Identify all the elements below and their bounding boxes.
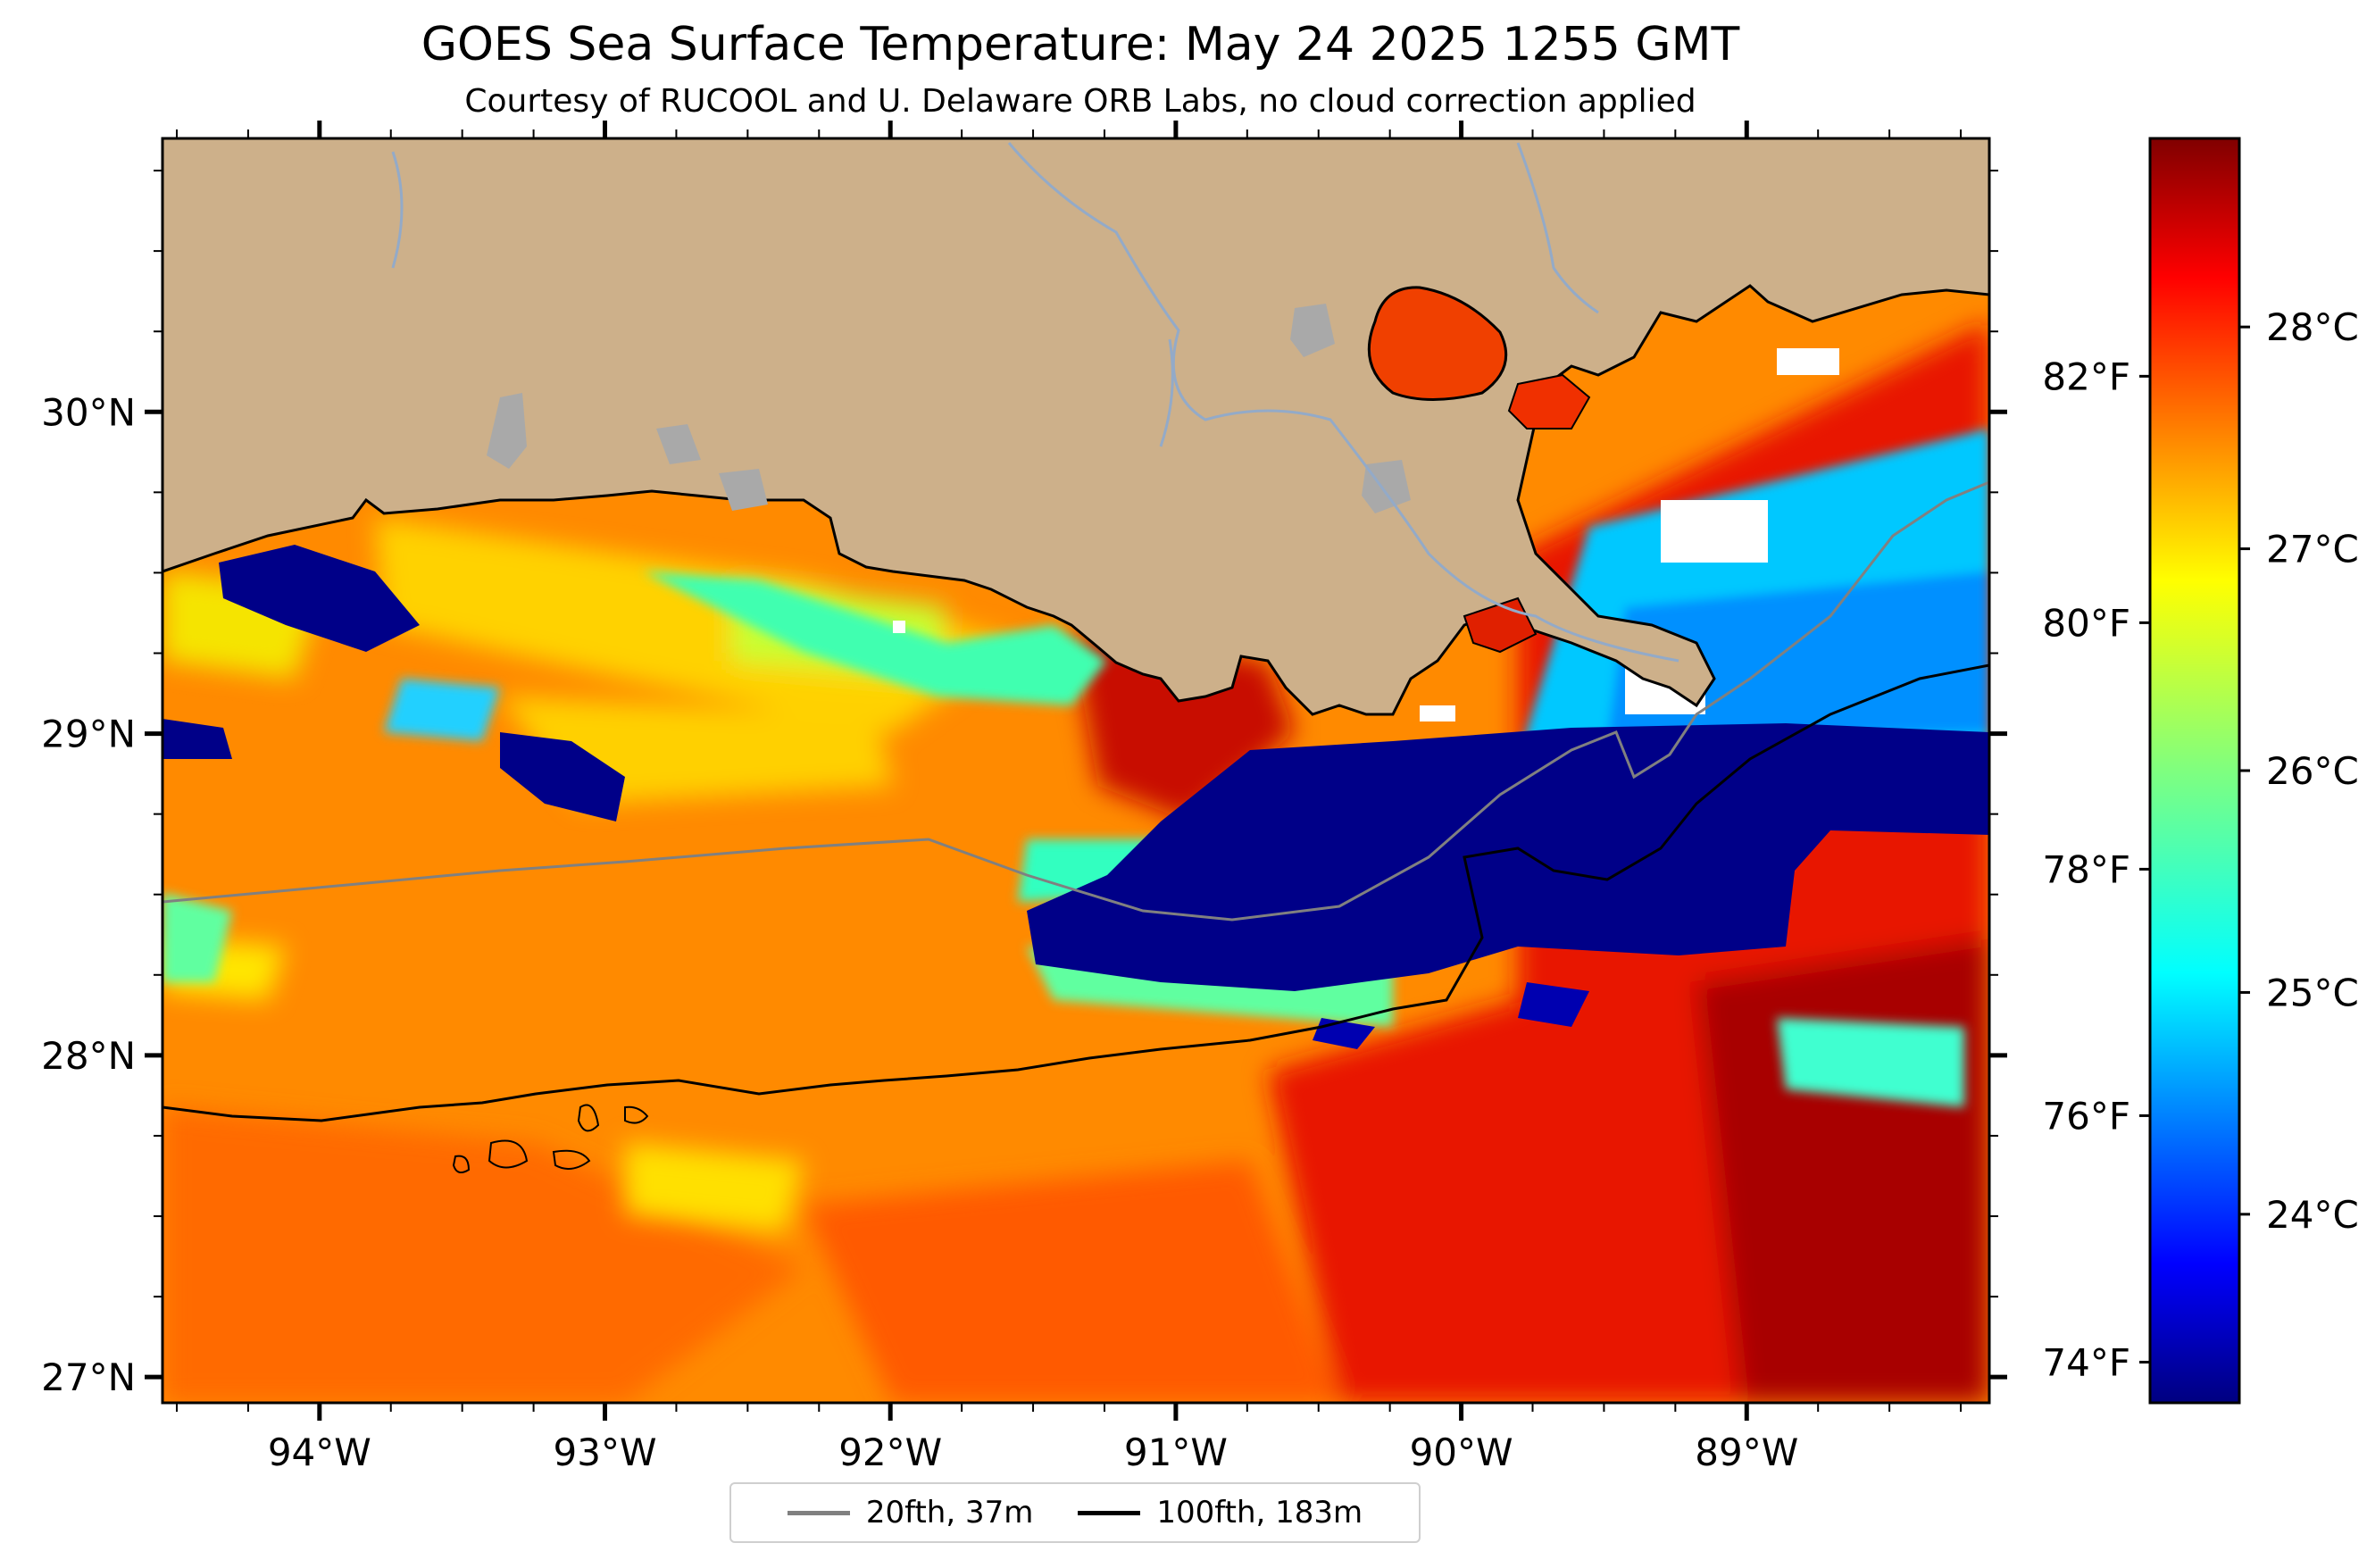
map-title: GOES Sea Surface Temperature: May 24 202… bbox=[421, 18, 1740, 71]
sst-cold-patches bbox=[163, 545, 1589, 1049]
celsius-tick-label-1: 25°C bbox=[2266, 971, 2359, 1014]
map-frame bbox=[161, 137, 1991, 1405]
colorbar bbox=[2148, 137, 2241, 1405]
map-subtitle: Courtesy of RUCOOL and U. Delaware ORB L… bbox=[464, 83, 1696, 120]
map-area bbox=[163, 138, 1989, 1403]
fahrenheit-tick-label-0: 74°F bbox=[2042, 1340, 2130, 1384]
celsius-tick-label-4: 28°C bbox=[2266, 305, 2359, 349]
celsius-tick-label-3: 27°C bbox=[2266, 528, 2359, 571]
legend-item-100fth: 100fth, 183m bbox=[1078, 1495, 1363, 1530]
isobath-20fth bbox=[163, 480, 1989, 922]
fahrenheit-tick-label-1: 76°F bbox=[2042, 1094, 2130, 1138]
sst-cold-plume bbox=[1027, 723, 1989, 991]
lat-tick-label-2: 28°N bbox=[41, 1034, 136, 1078]
map-axis-ticks: 94°W 93°W 92°W 91°W 90°W 89°W 30°N 29°N 28°N 27°N bbox=[41, 121, 2007, 1474]
land-mass bbox=[163, 138, 1989, 716]
legend-swatch-100fth bbox=[1078, 1510, 1141, 1515]
legend-label-100fth: 100fth, 183m bbox=[1156, 1495, 1363, 1530]
lat-tick-label-3: 27°N bbox=[41, 1355, 136, 1399]
lon-tick-label-5: 89°W bbox=[1695, 1430, 1798, 1474]
rivers bbox=[391, 142, 1679, 663]
celsius-tick-label-0: 24°C bbox=[2266, 1193, 2359, 1237]
colorbar-ticks: 24°C 25°C 26°C 27°C 28°C 74°F 76°F 78°F 80°F 82°F bbox=[2042, 305, 2358, 1384]
fahrenheit-tick-label-2: 78°F bbox=[2042, 847, 2130, 891]
lat-tick-label-0: 30°N bbox=[41, 390, 136, 434]
shelf-banks bbox=[452, 1104, 649, 1174]
lon-tick-label-3: 91°W bbox=[1124, 1430, 1228, 1474]
fahrenheit-tick-label-3: 80°F bbox=[2042, 601, 2130, 645]
legend-label-20fth: 20fth, 37m bbox=[865, 1495, 1034, 1530]
lat-tick-label-1: 29°N bbox=[41, 713, 136, 756]
celsius-tick-label-2: 26°C bbox=[2266, 749, 2359, 793]
lake-pontchartrain-sst bbox=[1367, 286, 1508, 401]
fahrenheit-tick-label-4: 82°F bbox=[2042, 354, 2130, 398]
isobath-legend: 20fth, 37m 100fth, 183m bbox=[729, 1482, 1421, 1543]
legend-item-20fth: 20fth, 37m bbox=[787, 1495, 1034, 1530]
lon-tick-label-2: 92°W bbox=[838, 1430, 942, 1474]
isobath-100fth bbox=[163, 663, 1989, 1122]
lake-borgne-sst bbox=[1507, 373, 1591, 430]
inland-lakes bbox=[487, 304, 1411, 513]
lon-tick-label-0: 94°W bbox=[268, 1430, 371, 1474]
lon-tick-label-1: 93°W bbox=[554, 1430, 657, 1474]
lon-tick-label-4: 90°W bbox=[1410, 1430, 1513, 1474]
legend-swatch-20fth bbox=[787, 1510, 850, 1515]
